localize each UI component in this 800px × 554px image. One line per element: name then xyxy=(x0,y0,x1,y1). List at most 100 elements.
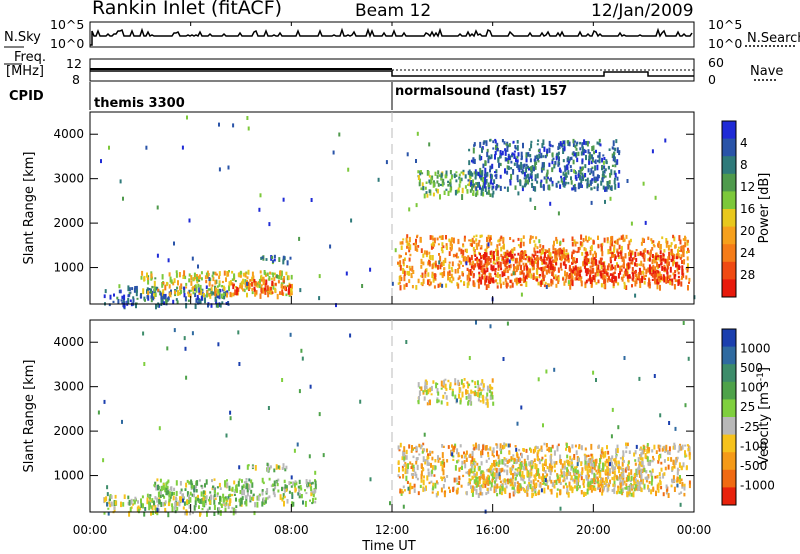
heatmap-cell-r0 xyxy=(159,494,162,498)
heatmap-cell-r7 xyxy=(506,146,509,152)
heatmap-cell-r4 xyxy=(519,257,522,262)
heatmap-cell-r4 xyxy=(476,462,479,466)
heatmap-cell-r3 xyxy=(644,476,647,480)
heatmap-cell-r4 xyxy=(451,243,453,250)
heatmap-cell-r4 xyxy=(629,249,631,253)
heatmap-cell-r4 xyxy=(581,252,584,256)
heatmap-cell-r4 xyxy=(519,484,522,488)
heatmap-cell-r4 xyxy=(519,242,522,248)
heatmap-cell-r0 xyxy=(194,496,197,502)
heatmap-cell-r2 xyxy=(253,288,256,292)
heatmap-cell-r0 xyxy=(135,302,137,309)
heatmap-cell-r1 xyxy=(225,277,227,282)
heatmap-cell-r4 xyxy=(490,241,493,246)
heatmap-cell-r4 xyxy=(441,272,444,277)
heatmap-cell-r7 xyxy=(593,151,596,155)
heatmap-cell-r4 xyxy=(556,249,559,255)
heatmap-cell-r3 xyxy=(506,469,509,476)
heatmap-cell-r4 xyxy=(442,260,445,266)
heatmap-cell-r4 xyxy=(523,458,526,464)
heatmap-cell-r4 xyxy=(461,254,464,258)
heatmap-cell-sparse xyxy=(520,405,523,410)
heatmap-cell-sparse xyxy=(512,271,515,276)
heatmap-cell-r0 xyxy=(154,505,157,511)
heatmap-cell-sparse xyxy=(635,444,638,449)
heatmap-cell-sparse xyxy=(576,462,579,467)
heatmap-cell-r2 xyxy=(254,465,257,471)
heatmap-cell-r4 xyxy=(585,460,588,466)
heatmap-cell-r4 xyxy=(434,278,437,281)
heatmap-cell-r4 xyxy=(479,476,482,480)
heatmap-cell-r4 xyxy=(403,270,406,277)
heatmap-cell-r0 xyxy=(113,500,116,504)
heatmap-cell-r3 xyxy=(667,464,670,470)
heatmap-cell-r3 xyxy=(601,486,604,493)
heatmap-cell-r4 xyxy=(613,247,615,253)
heatmap-cell-r1 xyxy=(269,271,272,275)
heatmap-cell-r3 xyxy=(541,456,544,460)
heatmap-cell-r4 xyxy=(449,277,452,283)
heatmap-cell-r1 xyxy=(165,486,168,491)
heatmap-cell-sparse xyxy=(293,448,296,453)
heatmap-cell-r1 xyxy=(143,275,146,281)
heatmap-cell-r1 xyxy=(197,497,200,502)
heatmap-cell-r7 xyxy=(604,186,606,192)
heatmap-cell-r1 xyxy=(190,275,193,281)
heatmap-cell-sparse xyxy=(369,477,372,482)
heatmap-cell-r4 xyxy=(591,468,594,475)
heatmap-cell-r7 xyxy=(525,154,528,158)
heatmap-cell-r3 xyxy=(602,451,605,457)
heatmap-cell-r4 xyxy=(499,237,502,242)
heatmap-cell-r3 xyxy=(426,475,429,481)
heatmap-cell-r4 xyxy=(658,240,661,245)
heatmap-cell-r5 xyxy=(525,254,528,257)
heatmap-cell-r5 xyxy=(681,260,683,264)
heatmap-cell-r5 xyxy=(653,273,656,280)
heatmap-cell-r0 xyxy=(149,499,152,502)
heatmap-cell-r3 xyxy=(638,481,641,487)
heatmap-cell-r0 xyxy=(188,504,191,509)
heatmap-cell-r5 xyxy=(479,252,481,256)
heatmap-cell-r1 xyxy=(309,483,312,487)
heatmap-cell-r4 xyxy=(665,238,668,244)
heatmap-cell-r4 xyxy=(445,243,448,249)
heatmap-cell-r5 xyxy=(602,270,605,273)
nsky-tick-bottom: 10^0 xyxy=(50,36,85,51)
heatmap-cell-r5 xyxy=(509,251,512,257)
heatmap-cell-r4 xyxy=(542,245,545,251)
heatmap-cell-r7 xyxy=(474,174,477,179)
heatmap-cell-r4 xyxy=(613,480,616,485)
heatmap-cell-r7 xyxy=(598,142,601,146)
velocity-colorbar-label-sup: -1 xyxy=(756,372,766,381)
heatmap-cell-r5 xyxy=(465,395,468,400)
heatmap-cell-r5 xyxy=(485,270,488,273)
heatmap-cell-r4 xyxy=(500,283,502,289)
heatmap-cell-r4 xyxy=(512,484,515,488)
colorbar-segment xyxy=(722,469,736,488)
heatmap-cell-r4 xyxy=(589,246,592,250)
heatmap-cell-r7 xyxy=(499,162,502,167)
heatmap-cell-r1 xyxy=(250,489,253,494)
heatmap-cell-r5 xyxy=(481,379,484,384)
heatmap-cell-sparse xyxy=(282,197,285,202)
heatmap-cell-r2 xyxy=(287,285,290,288)
heatmap-cell-r4 xyxy=(622,264,625,267)
heatmap-cell-r5 xyxy=(654,279,657,285)
heatmap-cell-r1 xyxy=(273,277,276,282)
heatmap-cell-r5 xyxy=(645,268,648,275)
heatmap-cell-r1 xyxy=(214,271,217,276)
heatmap-cell-r3 xyxy=(273,254,276,259)
heatmap-cell-r5 xyxy=(671,255,674,261)
heatmap-cell-r3 xyxy=(657,482,660,489)
heatmap-cell-r1 xyxy=(276,293,279,300)
heatmap-cell-r1 xyxy=(304,489,306,492)
heatmap-cell-r4 xyxy=(452,253,455,258)
heatmap-cell-r7 xyxy=(522,170,525,174)
heatmap-cell-r2 xyxy=(281,467,284,470)
heatmap-cell-r0 xyxy=(227,503,230,510)
heatmap-cell-r5 xyxy=(420,386,423,391)
heatmap-cell-r5 xyxy=(536,262,539,268)
heatmap-cell-r5 xyxy=(648,257,651,262)
heatmap-cell-r4 xyxy=(665,243,668,248)
heatmap-cell-r4 xyxy=(514,278,516,283)
